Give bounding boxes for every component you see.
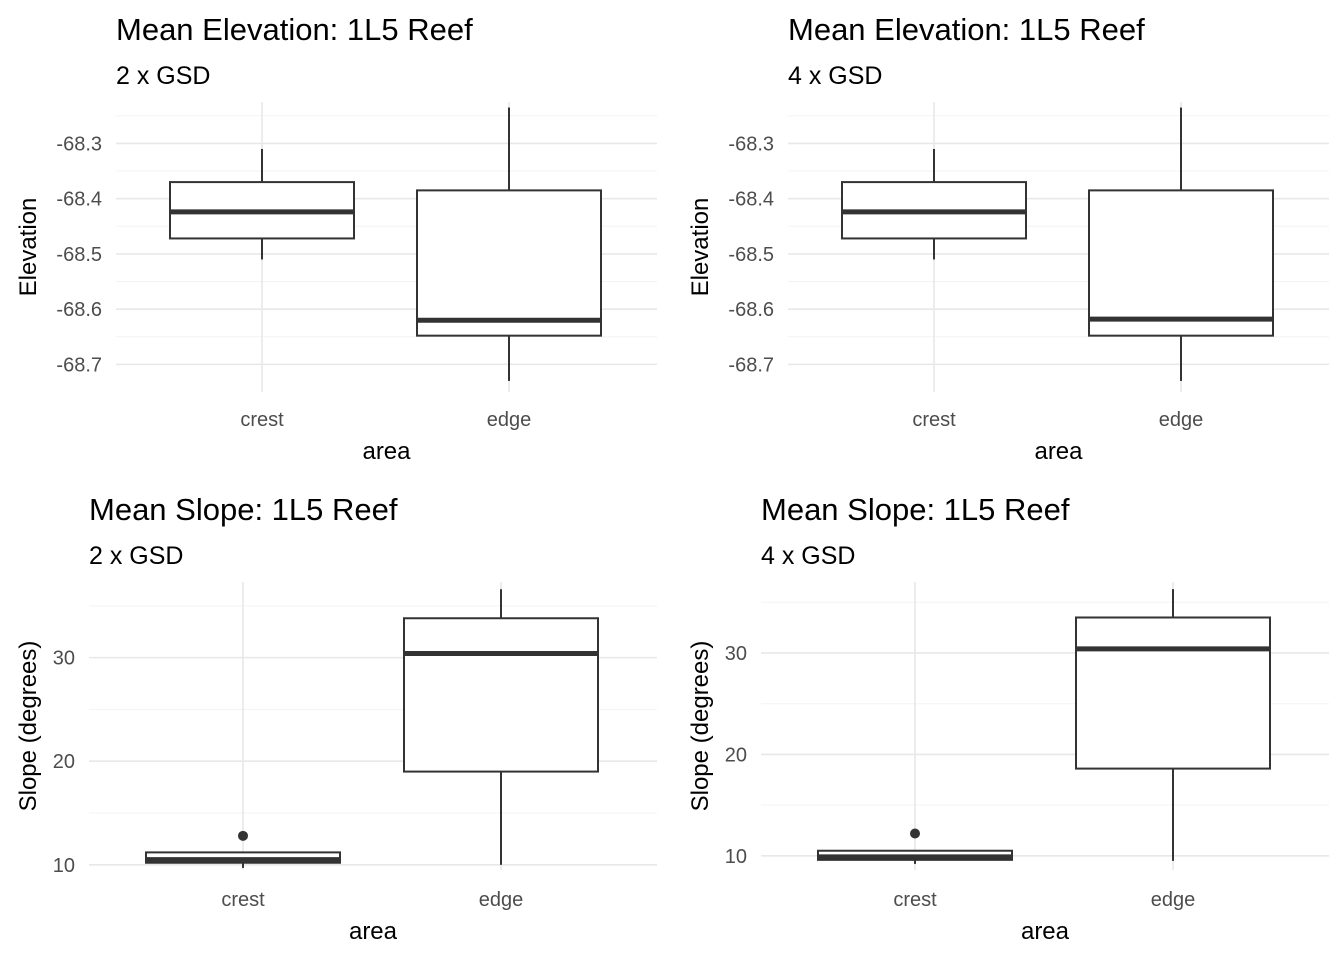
box-edge xyxy=(416,107,602,381)
x-axis-title: area xyxy=(349,918,398,945)
iqr-box xyxy=(1088,189,1274,337)
chart-title: Mean Slope: 1L5 Reef xyxy=(89,492,398,527)
y-tick-label: -68.4 xyxy=(728,189,774,211)
x-axis-title: area xyxy=(362,438,411,465)
chart-panel-4: 10 20 30 crest edge Mean Slope: 1L5 Reef 4 x G… xyxy=(687,492,1329,945)
iqr-box xyxy=(416,189,602,337)
chart-subtitle: 4 x GSD xyxy=(788,62,882,90)
chart-title: Mean Elevation: 1L5 Reef xyxy=(116,12,473,47)
box-crest xyxy=(841,148,1027,260)
x-tick-label: crest xyxy=(240,409,284,431)
y-axis-title: Elevation xyxy=(15,198,42,297)
y-tick-label: -68.4 xyxy=(56,189,102,211)
box-crest xyxy=(169,148,355,260)
y-tick-label: 10 xyxy=(725,846,747,868)
x-axis-title: area xyxy=(1034,438,1083,465)
y-axis-title: Slope (degrees) xyxy=(15,641,42,812)
chart-panel-3: 10 20 30 crest edge Mean Slope: 1L5 Reef 2 x G… xyxy=(15,492,657,945)
y-tick-label: -68.3 xyxy=(56,133,102,155)
y-tick-label: -68.7 xyxy=(728,354,774,376)
y-tick-label: -68.3 xyxy=(728,133,774,155)
y-tick-label: -68.6 xyxy=(728,299,774,321)
y-tick-label: 20 xyxy=(725,744,747,766)
y-tick-label: -68.6 xyxy=(56,299,102,321)
x-tick-label: edge xyxy=(1159,409,1204,431)
iqr-box xyxy=(1075,616,1271,770)
chart-subtitle: 2 x GSD xyxy=(89,542,183,570)
chart-subtitle: 2 x GSD xyxy=(116,62,210,90)
outlier-point xyxy=(910,828,920,839)
chart-title: Mean Slope: 1L5 Reef xyxy=(761,492,1070,527)
chart-panel-1: -68.3 -68.4 -68.5 -68.6 -68.7 crest edge Mean E… xyxy=(15,12,657,465)
x-tick-label: edge xyxy=(1151,889,1196,911)
y-tick-label: -68.5 xyxy=(56,244,102,266)
y-tick-label: 10 xyxy=(53,855,75,877)
x-tick-label: edge xyxy=(479,889,524,911)
box-edge xyxy=(1088,107,1274,381)
x-axis-title: area xyxy=(1021,918,1070,945)
box-edge xyxy=(1075,589,1271,861)
x-tick-label: crest xyxy=(912,409,956,431)
y-tick-label: 20 xyxy=(53,751,75,773)
y-tick-label: -68.5 xyxy=(728,244,774,266)
box-crest xyxy=(145,830,341,868)
y-tick-label: 30 xyxy=(53,648,75,670)
box-edge xyxy=(403,589,599,865)
x-tick-label: crest xyxy=(221,889,265,911)
outlier-point xyxy=(238,830,248,841)
iqr-box xyxy=(403,617,599,773)
y-tick-label: -68.7 xyxy=(56,354,102,376)
chart-panel-2: -68.3 -68.4 -68.5 -68.6 -68.7 crest edge Mean E… xyxy=(687,12,1329,465)
box-crest xyxy=(817,828,1013,864)
chart-title: Mean Elevation: 1L5 Reef xyxy=(788,12,1145,47)
x-tick-label: crest xyxy=(893,889,937,911)
y-axis-title: Elevation xyxy=(687,198,714,297)
chart-subtitle: 4 x GSD xyxy=(761,542,855,570)
y-tick-label: 30 xyxy=(725,643,747,665)
x-tick-label: edge xyxy=(487,409,532,431)
y-axis-title: Slope (degrees) xyxy=(687,641,714,812)
